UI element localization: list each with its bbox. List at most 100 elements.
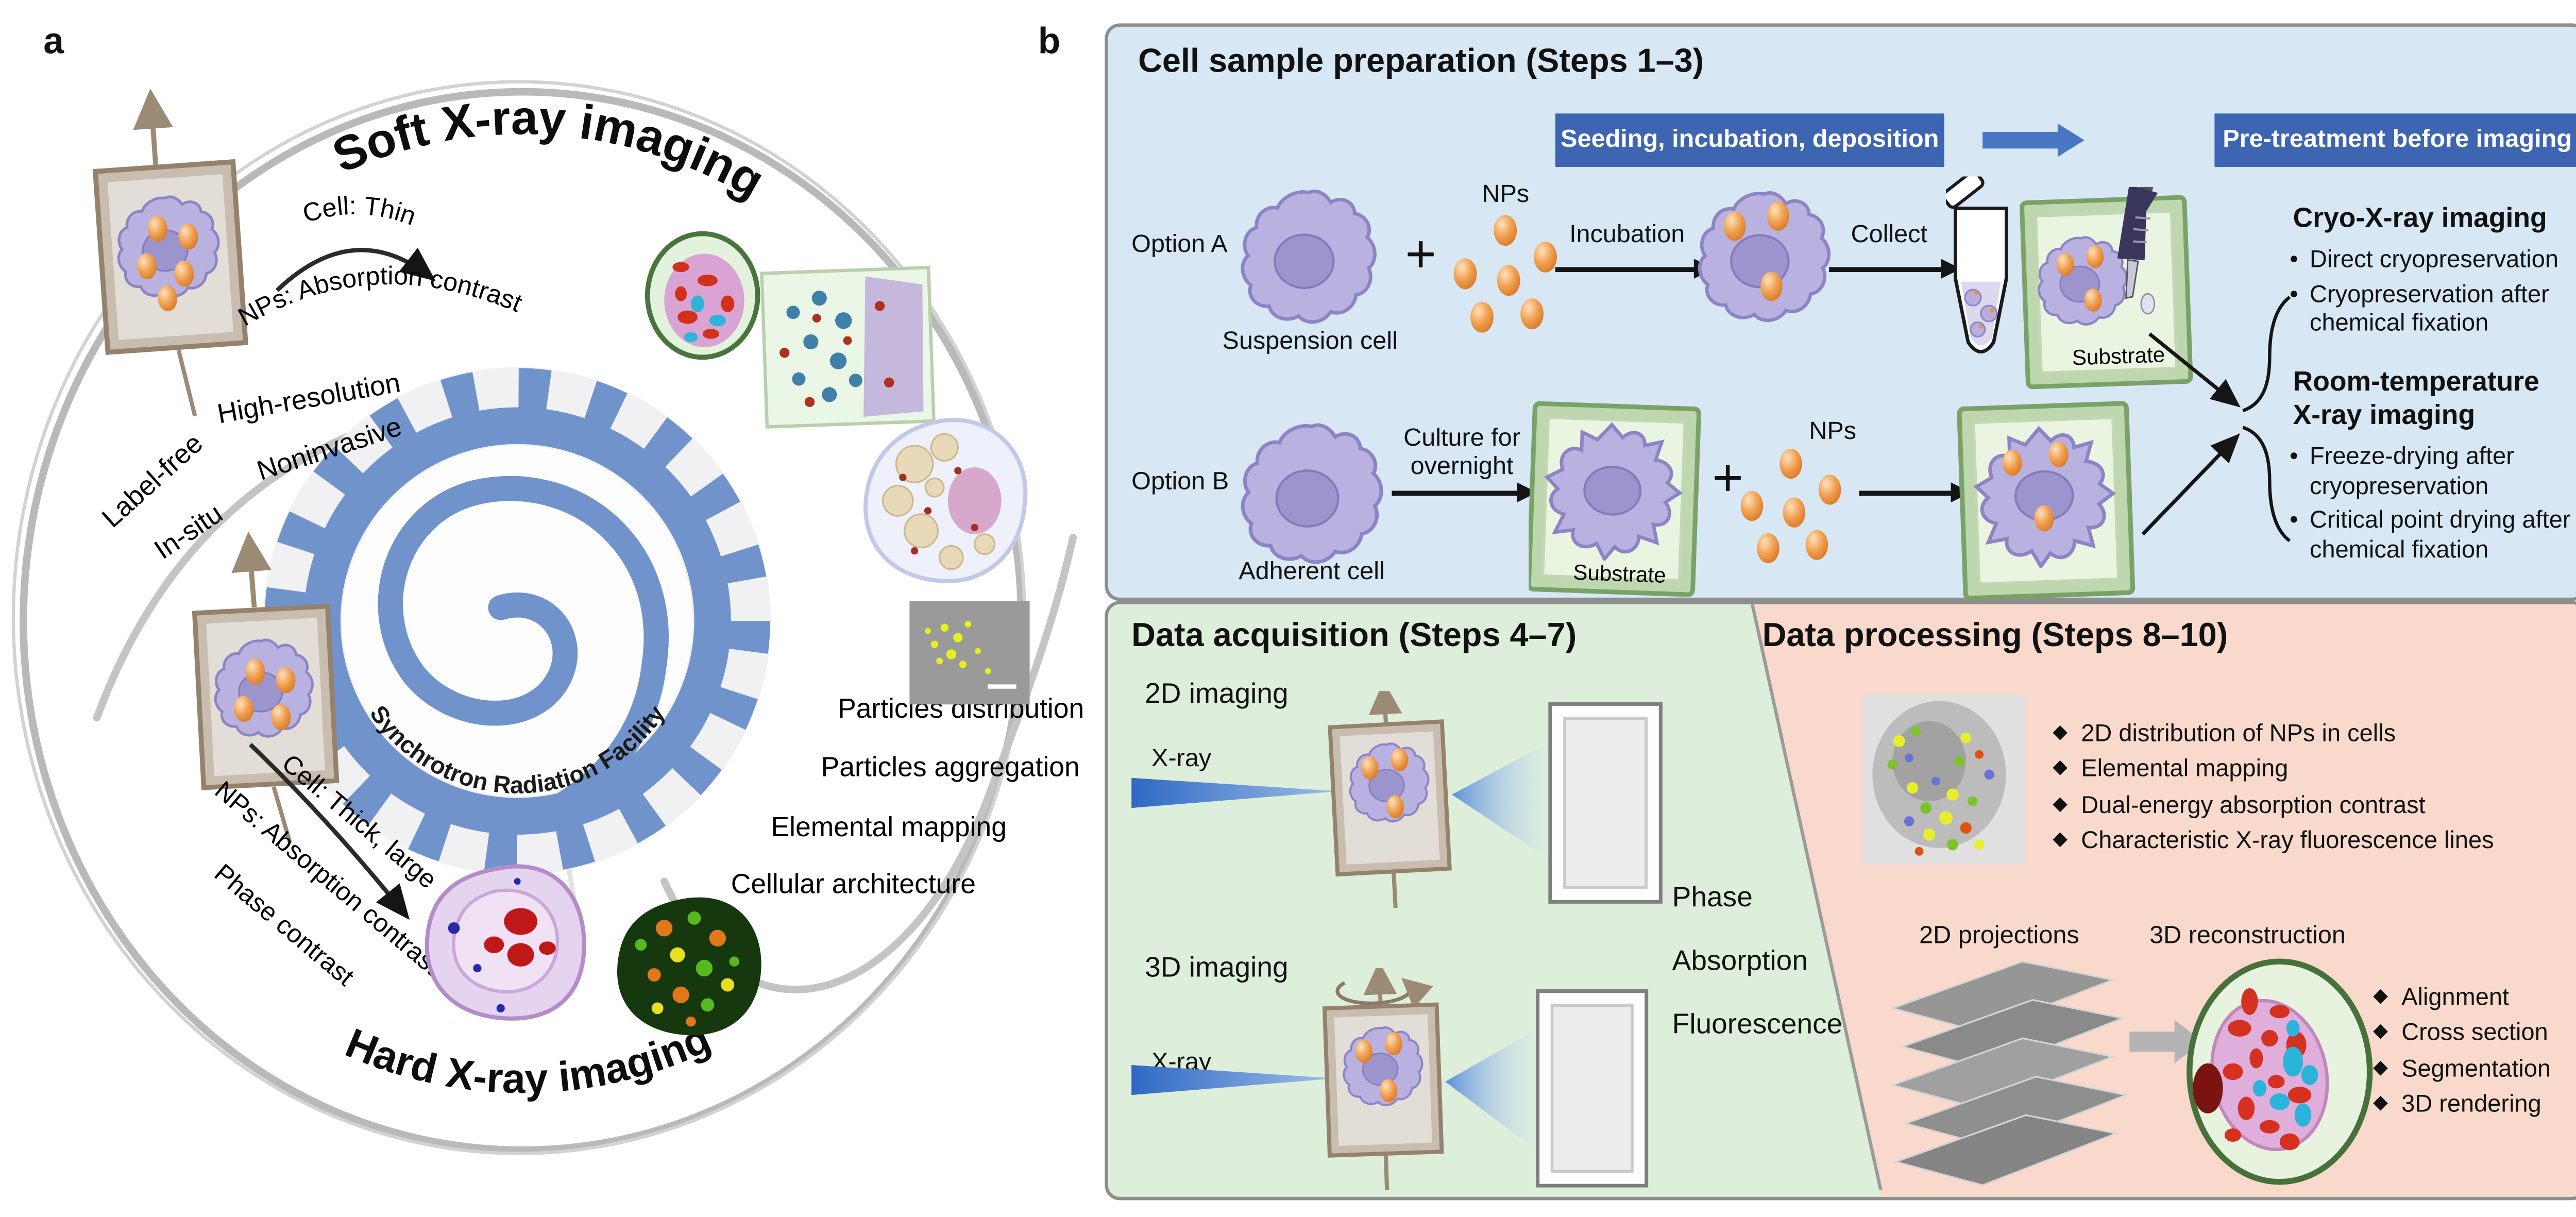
collect-label: Collect: [1851, 220, 1928, 249]
nps-label-a: NPs: [1482, 180, 1530, 209]
list-item: Critical point drying after chemical fix…: [2290, 508, 2576, 567]
brace-lower-branch: [2242, 426, 2291, 543]
substrate-b-to-brace-arrow: [2141, 433, 2240, 536]
room-temperature-bullet-list: Freeze-drying after cryopreservation Cri…: [2290, 444, 2576, 572]
substrate-b2-group: [1956, 397, 2136, 607]
imaging-3d-setup: [1131, 968, 1675, 1190]
plus-sign-b: +: [1712, 447, 1743, 508]
processing-title: Data processing (Steps 8–10): [1762, 617, 2228, 655]
incubation-arrow: [1555, 259, 1714, 277]
collect-arrow: [1829, 259, 1961, 277]
reconstruction-bullet-list: Alignment Cross section Segmentation 3D …: [2373, 985, 2573, 1127]
hard-phase-contrast-cell-image: [425, 864, 586, 1021]
list-item: Direct cryopreservation: [2290, 247, 2576, 276]
elemental-map-image: [1862, 694, 2026, 865]
sample-holder-top: [91, 89, 250, 417]
mode-3d-label: 3D imaging: [1145, 951, 1289, 984]
gear-spiral-icon: [378, 476, 669, 726]
substrate-a-label: Substrate: [2072, 342, 2165, 369]
adherent-cell-label: Adherent cell: [1239, 557, 1385, 586]
culture-overnight-label: Culture for overnight: [1403, 424, 1520, 481]
np-cluster-a: [1453, 215, 1557, 333]
panel-a-diagram: Synchrotron Radiation Facility Soft X-ra…: [11, 80, 1084, 1155]
list-item: Freeze-drying after cryopreservation: [2290, 444, 2576, 503]
signal-absorption-label: Absorption: [1672, 944, 1808, 977]
soft-annotation-arrow: [275, 247, 436, 292]
list-item: Elemental mapping: [2053, 757, 2573, 786]
signal-phase-label: Phase: [1672, 881, 1753, 914]
substrate-a-group: Substrate: [2019, 187, 2213, 397]
xray-label-2d: X-ray: [1151, 744, 1212, 773]
room-temperature-title: Room-temperature X-ray imaging: [2293, 367, 2539, 431]
substrate-b1-group: Substrate: [1529, 397, 1702, 604]
sample-axis-arrow: [231, 531, 272, 607]
acquisition-title: Data acquisition (Steps 4–7): [1131, 617, 1577, 655]
analysis-bullet-list: 2D distribution of NPs in cells Elementa…: [2053, 721, 2573, 864]
option-a-label: Option A: [1131, 230, 1228, 259]
cryo-bullet-list: Direct cryopreservation Cryopreservation…: [2290, 247, 2576, 345]
substrate-b1-label: Substrate: [1573, 560, 1667, 587]
list-item: Cryopreservation after chemical fixation: [2290, 282, 2576, 341]
rotation-arrow-icon: [1335, 977, 1433, 1009]
sample-slide-2d: [1328, 691, 1451, 908]
reconstruction-arrow: [2129, 1020, 2203, 1063]
list-item: Cross section: [2373, 1021, 2573, 1050]
panel-a-label: a: [43, 20, 64, 62]
culture-arrow: [1392, 483, 1537, 501]
substrate-a-to-brace-arrow: [2148, 332, 2241, 408]
transmitted-cone-icon: [1445, 1028, 1539, 1152]
pretreatment-step-header: Pre-treatment before imaging: [2214, 113, 2576, 167]
imaging-2d-setup: [1131, 691, 1675, 908]
plus-sign-a: +: [1405, 224, 1436, 284]
np-deposition-arrow: [1859, 483, 1971, 501]
preparation-title: Cell sample preparation (Steps 1–3): [1138, 43, 1704, 80]
soft-micrograph-image: [909, 601, 1030, 705]
bottom-panel: Data acquisition (Steps 4–7) 2D imaging …: [1105, 601, 2576, 1201]
reconstruction-label: 3D reconstruction: [2149, 921, 2346, 950]
suspension-cell-icon: [1238, 177, 1378, 344]
xray-beam-icon: [1131, 1064, 1335, 1095]
soft-bubbly-cell-render-image: [863, 418, 1028, 583]
xray-beam-icon: [1131, 777, 1338, 808]
list-item: Alignment: [2373, 985, 2573, 1013]
option-b-label: Option B: [1131, 467, 1229, 496]
incubation-label: Incubation: [1569, 220, 1685, 249]
sample-axis-arrow: [133, 89, 173, 172]
transmitted-cone-icon: [1452, 741, 1552, 861]
list-item: 3D rendering: [2373, 1092, 2573, 1121]
list-item: Characteristic X-ray fluorescence lines: [2053, 828, 2573, 857]
soft-3d-cell-render-image: [645, 231, 760, 360]
capability-cellular-architecture: Cellular architecture: [731, 869, 976, 899]
capability-particles-aggregation: Particles aggregation: [821, 752, 1080, 783]
cell-with-nps-icon: [1696, 177, 1833, 344]
list-item: Dual-energy absorption contrast: [2053, 792, 2573, 821]
soft-cuboid-render-image: [760, 265, 936, 429]
suspension-cell-label: Suspension cell: [1222, 327, 1398, 356]
sample-slide-3d: [1324, 968, 1444, 1190]
pipette-droplet: [2140, 293, 2156, 315]
np-cluster-b: [1740, 449, 1841, 563]
list-item: Segmentation: [2373, 1056, 2573, 1085]
brace-upper-branch: [2242, 296, 2291, 413]
nps-label-b: NPs: [1809, 417, 1857, 446]
seeding-step-header: Seeding, incubation, deposition: [1555, 113, 1944, 167]
hard-elemental-map-image: [617, 897, 761, 1036]
merge-brace-group: [2141, 296, 2291, 543]
list-item: 2D distribution of NPs in cells: [2053, 721, 2573, 750]
signal-fluorescence-label: Fluorescence: [1672, 1008, 1843, 1040]
projections-label: 2D projections: [1919, 921, 2079, 950]
detector-icon: [1550, 704, 1661, 902]
panel-divider: [1750, 604, 1883, 1190]
step-flow-arrow: [1982, 123, 2084, 157]
mode-2d-label: 2D imaging: [1145, 678, 1289, 709]
panel-b-label: b: [1038, 20, 1061, 62]
preparation-panel: Cell sample preparation (Steps 1–3) Seed…: [1105, 23, 2576, 601]
reconstructed-cell-image: [2187, 958, 2373, 1185]
capability-elemental-mapping: Elemental mapping: [771, 812, 1007, 842]
cryo-imaging-title: Cryo-X-ray imaging: [2293, 204, 2547, 234]
detector-icon: [1538, 991, 1647, 1186]
collection-tube-icon: [1946, 174, 2016, 370]
projection-stack-image: [1889, 960, 2129, 1186]
